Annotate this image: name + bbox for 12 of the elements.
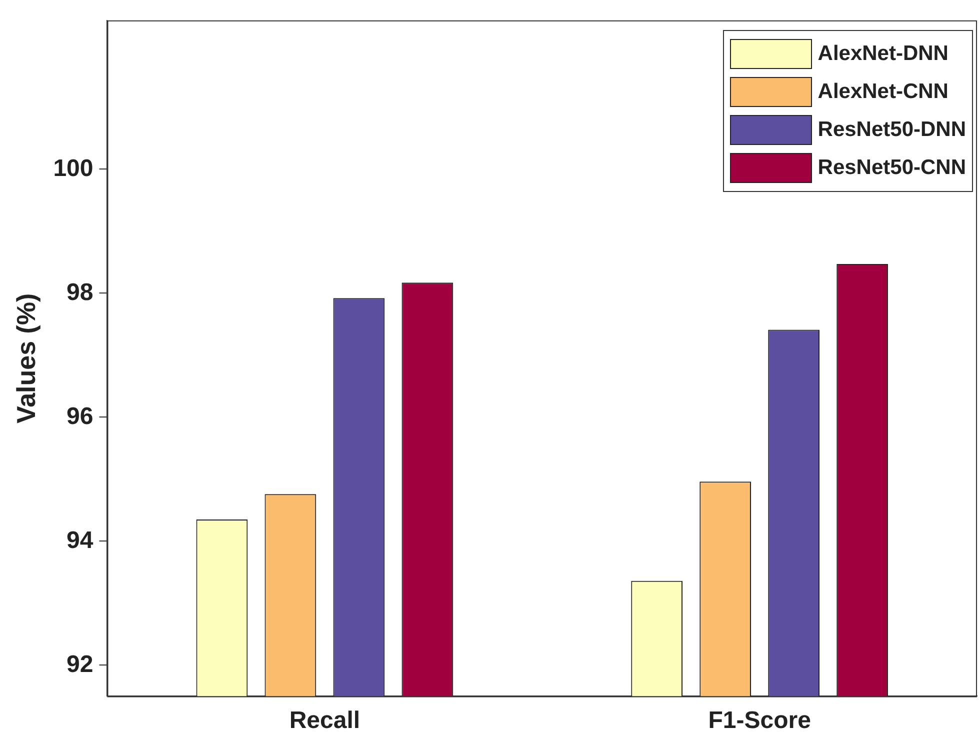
y-tick-label: 100 xyxy=(53,154,94,182)
legend-label: AlexNet-DNN xyxy=(818,42,948,66)
legend-label: ResNet50-DNN xyxy=(818,118,966,142)
y-tick-label: 96 xyxy=(66,402,94,430)
legend-label: AlexNet-CNN xyxy=(818,80,948,104)
legend-label: ResNet50-CNN xyxy=(818,156,966,180)
y-axis-title: Values (%) xyxy=(10,293,41,424)
y-tick-label: 92 xyxy=(66,650,94,678)
x-tick-label: Recall xyxy=(289,707,360,734)
y-tick-label: 98 xyxy=(66,278,94,306)
x-tick-label: F1-Score xyxy=(708,707,811,734)
y-tick-label: 94 xyxy=(66,526,94,554)
